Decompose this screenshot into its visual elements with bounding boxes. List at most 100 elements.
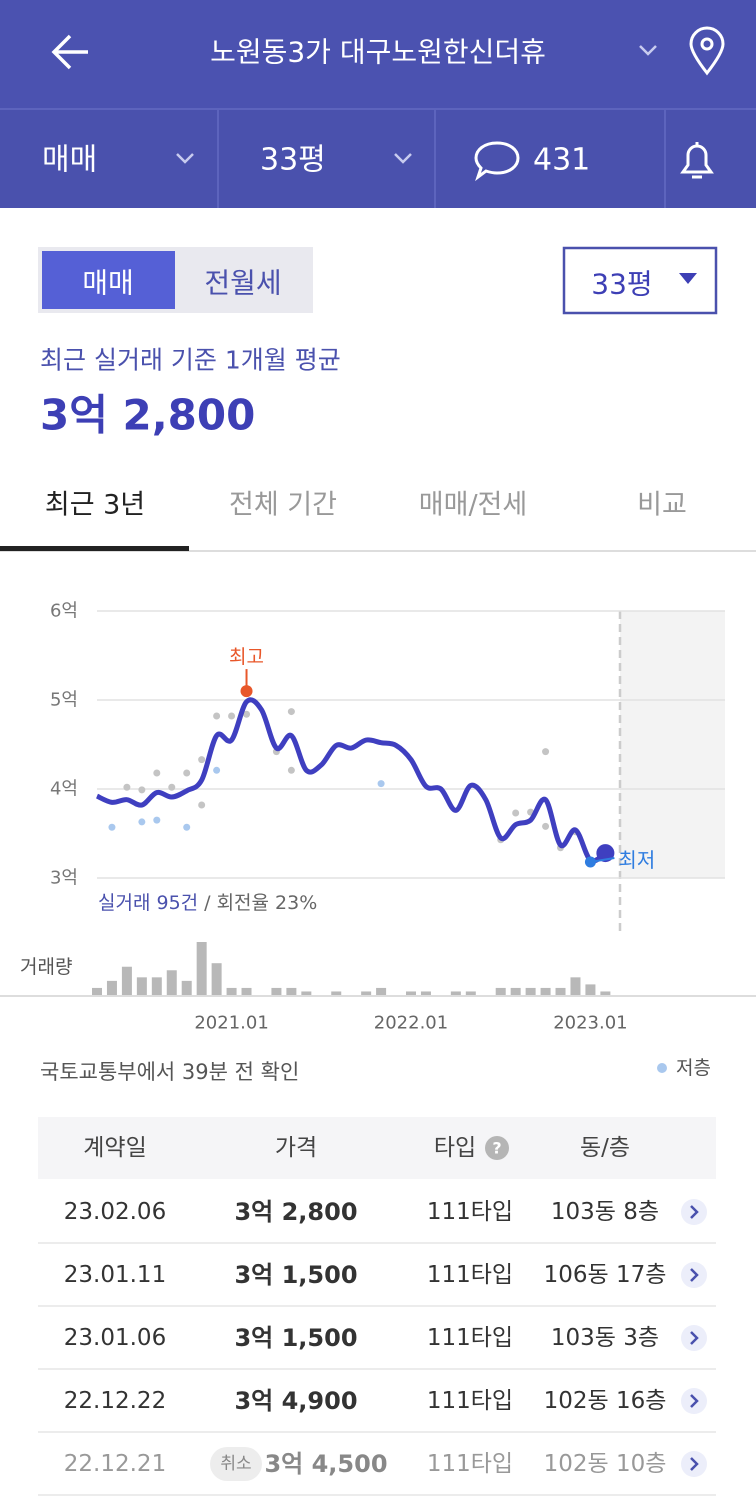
title-dropdown[interactable]: [639, 45, 657, 56]
table-header: [38, 1117, 716, 1179]
y-tick-label: 3억: [50, 868, 78, 889]
location-button[interactable]: [689, 26, 725, 76]
volume-bar: [136, 977, 147, 995]
comment-count[interactable]: 431: [533, 143, 590, 178]
toolbar: [0, 108, 756, 208]
tab[interactable]: 매매/전세: [419, 490, 527, 521]
volume-bar: [271, 987, 282, 995]
back-button[interactable]: [51, 34, 88, 70]
y-tick-label: 4억: [50, 779, 78, 800]
alert-button[interactable]: [680, 142, 714, 179]
comment-icon[interactable]: [474, 141, 520, 182]
tab[interactable]: 비교: [637, 490, 687, 521]
row-chevron: [690, 1205, 699, 1219]
cell-date: 23.01.06: [64, 1325, 166, 1351]
low-dot: [584, 856, 596, 868]
low-floor-dot: [138, 818, 146, 826]
volume-bar: [525, 987, 536, 995]
low-floor-dot: [377, 780, 385, 788]
transaction-dot: [287, 708, 295, 716]
row-chevron: [690, 1268, 699, 1282]
volume-bar: [555, 987, 566, 995]
volume-bar: [301, 991, 312, 995]
toggle-active[interactable]: [42, 251, 175, 309]
volume-bar: [450, 991, 461, 995]
volume-bar: [540, 987, 551, 995]
dividers: [217, 110, 666, 208]
cell-type: 111타입: [427, 1325, 513, 1351]
cell-type: 111타입: [427, 1388, 513, 1414]
cell-date: 22.12.22: [64, 1388, 166, 1414]
volume-bar: [585, 984, 596, 995]
transaction-dot: [228, 712, 236, 720]
transaction-dot: [198, 801, 206, 809]
volume-bar: [121, 966, 132, 995]
toggle-option[interactable]: 매매: [82, 267, 134, 300]
tab[interactable]: 전체 기간: [229, 490, 337, 521]
transaction-dot: [213, 712, 221, 720]
cell-price: 3억 2,800: [234, 1198, 357, 1226]
deal-type[interactable]: 매매: [42, 143, 97, 178]
toggle-option[interactable]: 전월세: [204, 267, 281, 300]
row-detail-button[interactable]: [681, 1262, 707, 1288]
cell-unit: 103동 8층: [551, 1199, 659, 1225]
summary-price: 3억 2,800: [40, 391, 255, 440]
y-tick-label: 6억: [50, 601, 78, 622]
low-floor-dot: [153, 816, 161, 824]
cell-unit: 102동 10층: [544, 1451, 667, 1477]
volume-bar: [406, 991, 416, 995]
cancel-label: 취소: [220, 1454, 251, 1474]
x-tick-label: 2023.01: [553, 1013, 627, 1034]
x-tick-label: 2022.01: [374, 1013, 448, 1034]
cell-price: 3억 4,500: [264, 1450, 387, 1478]
deal-count: 실거래 95건: [98, 892, 198, 914]
transaction-dot: [243, 710, 251, 718]
size-value[interactable]: 33평: [591, 268, 652, 301]
y-tick-label: 5억: [50, 690, 78, 711]
price-line: [95, 697, 607, 864]
transaction-dot: [138, 786, 146, 794]
cell-date: 23.01.11: [64, 1262, 166, 1288]
latest-dot: [596, 844, 615, 863]
transaction-dot: [512, 809, 520, 817]
volume-bar: [331, 991, 342, 995]
volume-bar: [570, 977, 581, 995]
transaction-dot: [287, 766, 295, 774]
volume-bar: [361, 991, 372, 995]
transaction-dot: [183, 769, 191, 777]
row-detail-button[interactable]: [681, 1325, 707, 1351]
high-label: 최고: [229, 646, 264, 668]
volume-bar: [151, 977, 162, 995]
transaction-dot: [123, 783, 131, 791]
volume-bar: [211, 963, 222, 995]
deal-summary: 실거래 95건 / 회전율 23%: [98, 892, 317, 914]
dropdown-arrow: [679, 273, 697, 284]
summary-label: 최근 실거래 기준 1개월 평균: [40, 346, 341, 375]
low-floor-dot: [108, 823, 116, 831]
row-detail-button[interactable]: [681, 1199, 707, 1225]
future-area: [620, 611, 725, 878]
cell-unit: 102동 16층: [544, 1388, 667, 1414]
cell-unit: 103동 3층: [551, 1325, 659, 1351]
row-detail-button[interactable]: [681, 1451, 707, 1477]
cell-date: 22.12.21: [64, 1451, 166, 1477]
help-icon[interactable]: [485, 1136, 509, 1160]
cell-type: 111타입: [427, 1262, 513, 1288]
app-bar: [0, 0, 756, 108]
size[interactable]: 33평: [260, 143, 326, 178]
volume-bar: [106, 980, 117, 995]
volume-bar: [286, 987, 297, 995]
volume-bar: [376, 987, 387, 995]
tab[interactable]: 최근 3년: [45, 490, 145, 521]
cell-type: 111타입: [427, 1199, 513, 1225]
row-detail-button[interactable]: [681, 1388, 707, 1414]
high-dot: [240, 685, 253, 698]
transaction-dot: [198, 756, 206, 764]
legend-label: 저층: [676, 1057, 711, 1079]
row-chevron: [690, 1394, 699, 1408]
low-label: 최저: [618, 848, 655, 872]
column-header: 동/층: [580, 1135, 630, 1161]
volume-label: 거래량: [20, 956, 72, 978]
cell-type: 111타입: [427, 1451, 513, 1477]
title: 노원동3가 대구노원한신더휴: [210, 36, 546, 69]
